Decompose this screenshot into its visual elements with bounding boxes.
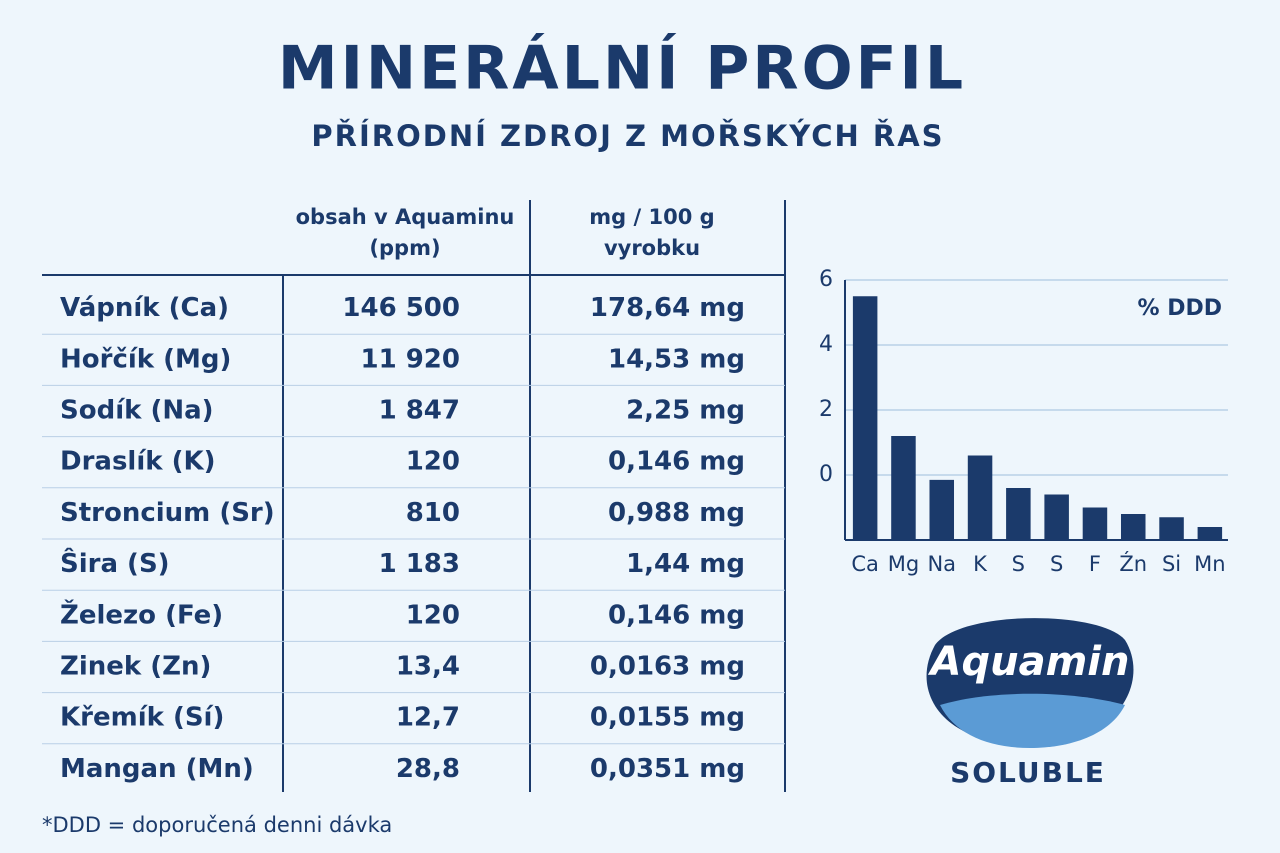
bar (1082, 507, 1108, 540)
ppm-value: 28,8 (396, 754, 460, 784)
y-tick-label: 4 (819, 332, 833, 357)
mg-value: 14,53 mg (608, 344, 745, 374)
bar (891, 436, 916, 540)
bar (1197, 527, 1223, 540)
bar (1006, 488, 1031, 540)
mg-value: 178,64 mg (590, 293, 745, 323)
x-tick-label: Mg (888, 552, 919, 576)
row-label: Draslík (K) (60, 447, 216, 477)
title: MINERÁLNÍ PROFIL (278, 32, 966, 104)
column-header: (ppm) (369, 236, 440, 260)
bar (967, 455, 993, 540)
logo-name: Aquamin (928, 639, 1130, 685)
mg-value: 0,988 mg (608, 498, 745, 528)
ppm-value: 12,7 (396, 703, 460, 733)
row-label: Ŝira (S) (60, 547, 170, 579)
x-tick-label: F (1089, 552, 1101, 576)
y-tick-label: 2 (819, 397, 833, 422)
ppm-value: 1 183 (379, 549, 460, 579)
row-label: Zinek (Zn) (60, 652, 211, 682)
mg-value: 1,44 mg (626, 549, 745, 579)
ppm-value: 13,4 (396, 652, 460, 682)
bar (929, 479, 955, 540)
subtitle: PŘÍRODNÍ ZDROJ Z MOŘSKÝCH ŘAS (311, 119, 944, 153)
column-header: obsah v Aquaminu (296, 205, 515, 229)
ppm-value: 810 (406, 498, 460, 528)
bar (1044, 494, 1069, 540)
x-tick-label: Ca (851, 552, 879, 576)
mg-value: 0,146 mg (608, 447, 745, 477)
column-header: mg / 100 g (589, 205, 714, 229)
ppm-value: 146 500 (342, 293, 460, 323)
x-tick-label: S (1050, 552, 1063, 576)
x-tick-label: Si (1162, 552, 1181, 576)
ppm-value: 11 920 (360, 344, 460, 374)
x-tick-label: S (1012, 552, 1025, 576)
x-tick-label: K (973, 552, 988, 576)
x-tick-label: Mn (1194, 552, 1225, 576)
mg-value: 0,0351 mg (590, 754, 745, 784)
chart-annotation: % DDD (1138, 296, 1223, 321)
row-label: Hořčík (Mg) (60, 344, 231, 374)
logo-tagline: SOLUBLE (950, 756, 1106, 789)
ppm-value: 1 847 (379, 396, 460, 426)
row-label: Sodík (Na) (60, 396, 214, 426)
bar (1120, 514, 1146, 540)
mg-value: 0,0163 mg (590, 652, 745, 682)
row-label: Stroncium (Sr) (60, 498, 275, 528)
x-tick-label: Na (927, 552, 956, 576)
bar (852, 296, 878, 540)
row-label: Mangan (Mn) (60, 754, 254, 784)
mg-value: 0,146 mg (608, 600, 745, 630)
ppm-value: 120 (406, 447, 460, 477)
bar (1159, 517, 1184, 540)
row-label: Vápník (Ca) (60, 293, 229, 323)
row-label: Křemík (Sí) (60, 703, 224, 733)
row-label: Železo (Fe) (60, 598, 223, 630)
mg-value: 0,0155 mg (590, 703, 745, 733)
logo-wave (940, 693, 1125, 748)
y-tick-label: 6 (819, 267, 833, 292)
footnote: *DDD = doporučená denni dávka (42, 813, 392, 837)
logo: Aquamin SOLUBLE (926, 618, 1134, 789)
mg-value: 2,25 mg (626, 396, 745, 426)
x-tick-label: Źn (1119, 551, 1147, 576)
column-header: vyrobku (604, 236, 700, 260)
y-tick-label: 0 (819, 462, 833, 487)
ppm-value: 120 (406, 600, 460, 630)
